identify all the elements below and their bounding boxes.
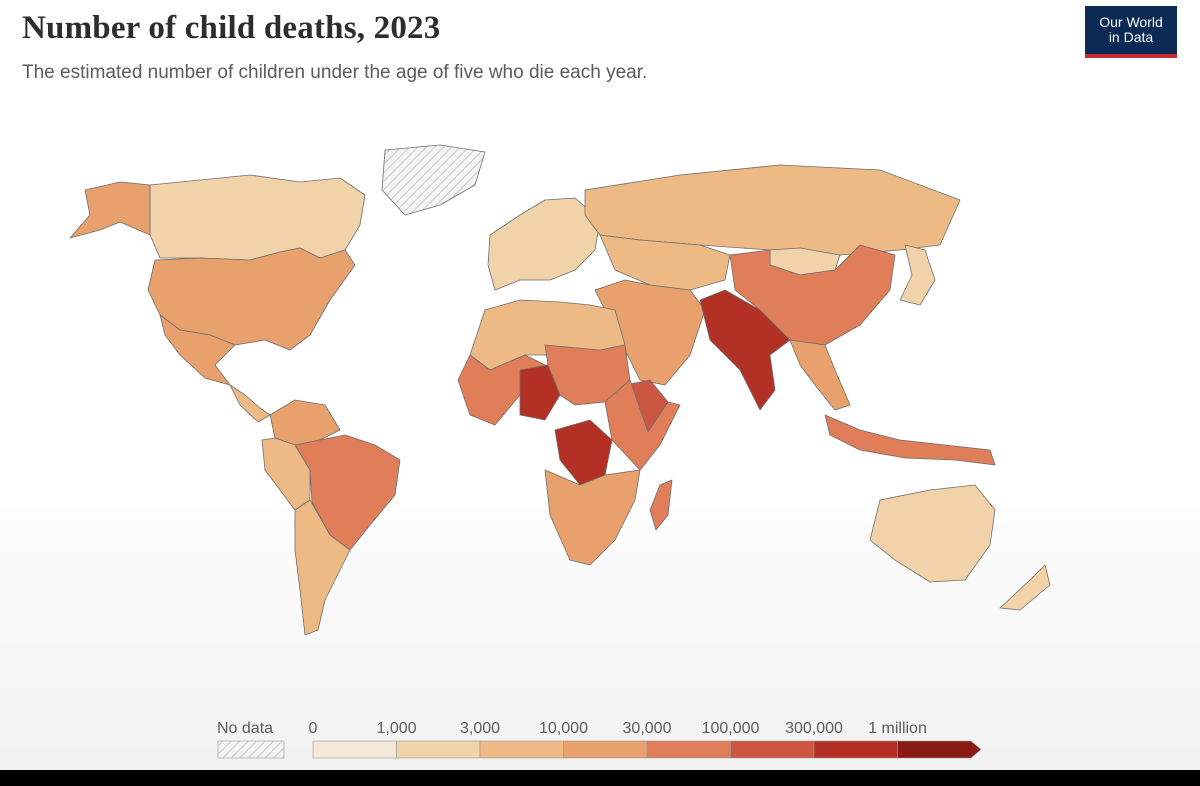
legend-no-data-label: No data xyxy=(217,720,273,737)
legend-bin-2[interactable] xyxy=(479,740,564,759)
map-region-japan[interactable] xyxy=(899,244,936,306)
map-region-australia[interactable] xyxy=(869,484,996,583)
map-region-east-africa[interactable] xyxy=(604,379,681,471)
chart-title: Number of child deaths, 2023 xyxy=(22,10,441,46)
map-region-southern-africa[interactable] xyxy=(544,469,641,566)
map-region-western-europe[interactable] xyxy=(487,197,601,291)
map-region-nigeria[interactable] xyxy=(519,364,561,421)
legend-bin-0[interactable] xyxy=(312,740,397,759)
map-region-southeast-asia[interactable] xyxy=(789,339,851,411)
map-region-central-asia[interactable] xyxy=(599,234,731,291)
map-region-argentina-chile[interactable] xyxy=(294,499,351,636)
map-legend: No data 0 1,000 3,000 10,000 30,000 100,000 30… xyxy=(217,720,982,759)
legend-bin-4[interactable] xyxy=(646,740,731,759)
legend-bin-3[interactable] xyxy=(563,740,648,759)
map-region-new-zealand[interactable] xyxy=(999,564,1051,611)
legend-tick-label: 100,000 xyxy=(702,720,760,737)
map-region-central-america[interactable] xyxy=(229,384,271,423)
map-region-south-asia[interactable] xyxy=(699,289,791,411)
window-bottom-bar xyxy=(0,770,1200,786)
legend-tick-label: 3,000 xyxy=(460,720,500,737)
map-region-canada[interactable] xyxy=(149,174,366,261)
map-region-greenland[interactable] xyxy=(381,144,486,216)
map-region-mexico[interactable] xyxy=(159,314,236,386)
legend-bin-6[interactable] xyxy=(813,740,898,759)
legend-tick-label: 1 million xyxy=(868,720,927,737)
map-region-alaska[interactable] xyxy=(69,181,151,239)
legend-tick-label: 10,000 xyxy=(539,720,588,737)
chart-subtitle: The estimated number of children under t… xyxy=(22,62,648,83)
legend-tick-label: 300,000 xyxy=(785,720,843,737)
map-region-madagascar[interactable] xyxy=(649,479,673,531)
legend-no-data-swatch[interactable] xyxy=(217,740,285,759)
legend-bin-1[interactable] xyxy=(396,740,481,759)
map-region-indonesia[interactable] xyxy=(824,414,996,466)
world-map[interactable] xyxy=(0,140,1200,640)
logo-line-2: in Data xyxy=(1108,29,1154,45)
legend-bin-7[interactable] xyxy=(897,740,982,759)
legend-tick-label: 0 xyxy=(309,720,318,737)
logo-line-1: Our World xyxy=(1099,14,1163,30)
legend-tick-label: 1,000 xyxy=(376,720,416,737)
owid-logo[interactable]: Our World in Data xyxy=(1085,6,1177,58)
legend-tick-label: 30,000 xyxy=(623,720,672,737)
map-region-brazil[interactable] xyxy=(294,434,401,551)
legend-bin-5[interactable] xyxy=(730,740,815,759)
